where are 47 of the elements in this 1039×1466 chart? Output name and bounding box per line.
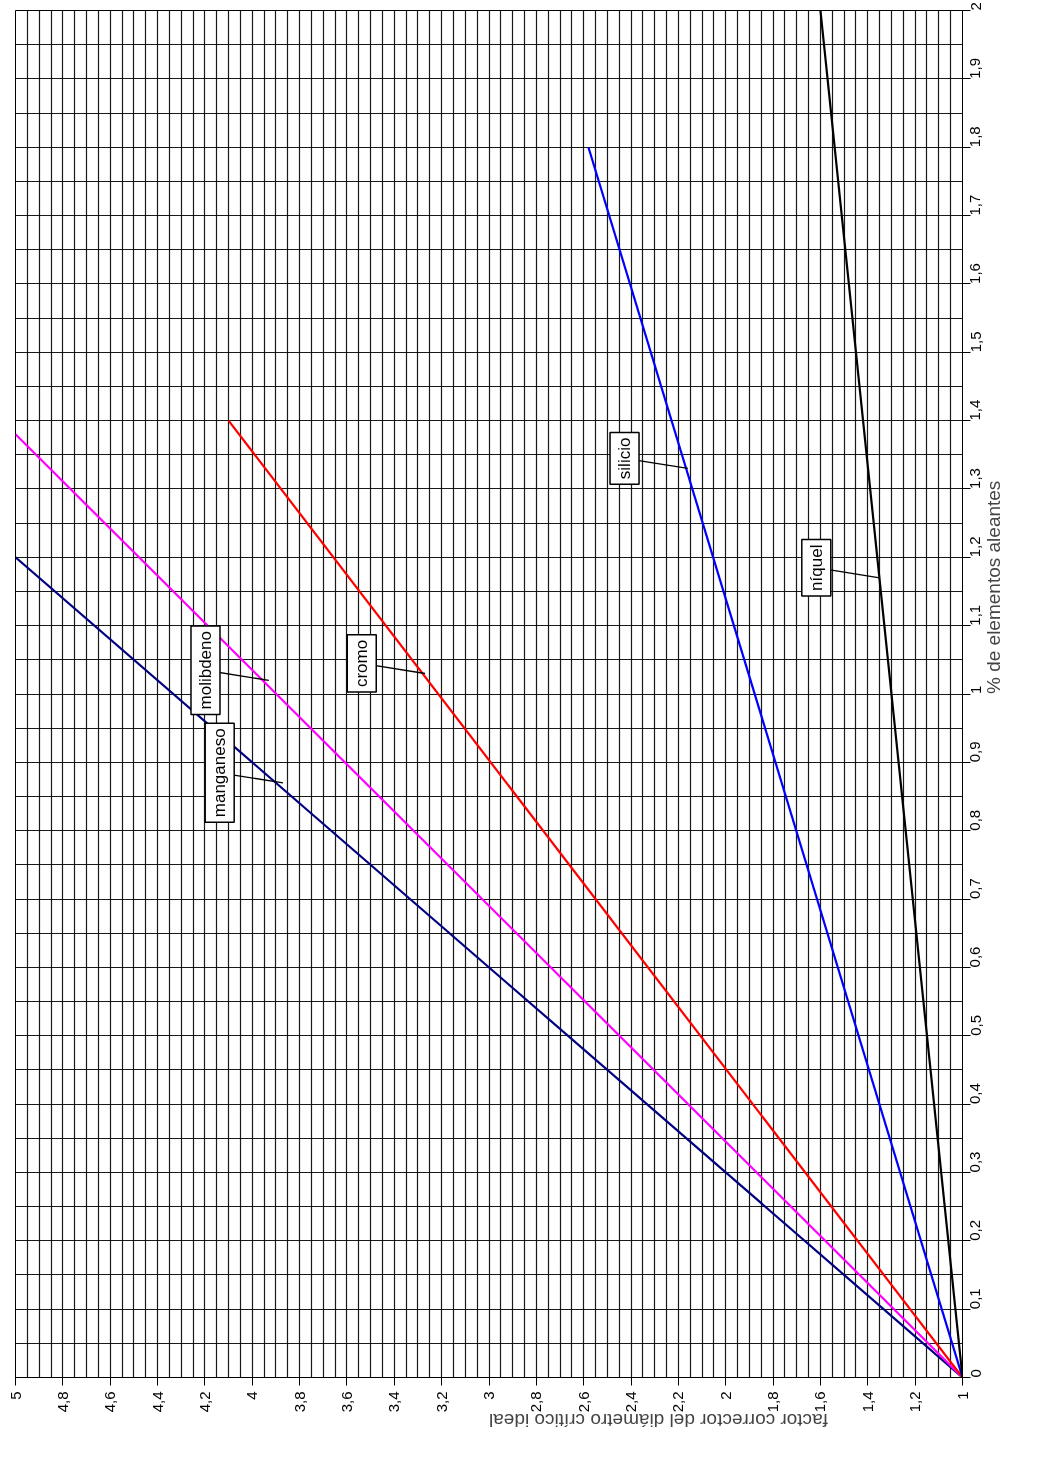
y-tick-label: 1,4: [966, 399, 984, 421]
y-tick-label: 1,2: [966, 536, 984, 558]
y-tick-label: 2: [966, 2, 984, 11]
y-tick-label: 1,8: [966, 126, 984, 148]
x-tick-label: 4,2: [195, 1391, 213, 1413]
y-tick-label: 0,3: [966, 1151, 984, 1173]
y-tick-label: 0,8: [966, 809, 984, 831]
y-tick-label: 0,2: [966, 1219, 984, 1241]
annotation: molibdeno: [195, 631, 215, 710]
x-tick-label: 4,4: [148, 1391, 166, 1413]
y-tick-label: 0,4: [966, 1083, 984, 1105]
x-tick-label: 5: [6, 1391, 24, 1400]
y-tick-label: 1,3: [966, 468, 984, 489]
x-tick-label: 3: [480, 1391, 497, 1400]
y-tick-label: 1,6: [966, 263, 984, 284]
y-tick-label: 1,7: [966, 194, 984, 216]
y-tick-label: 0,5: [966, 1014, 984, 1036]
x-tick-label: 2,6: [574, 1391, 592, 1413]
x-tick-label: 1: [953, 1391, 971, 1400]
x-tick-label: 3,8: [290, 1391, 308, 1413]
annotation: manganeso: [210, 728, 230, 818]
x-tick-label: 4,6: [101, 1391, 119, 1413]
y-tick-label: 1,1: [966, 604, 984, 626]
y-tick-label: 0,1: [966, 1288, 984, 1310]
y-tick-label: 1: [966, 685, 984, 694]
x-tick-label: 3,4: [385, 1391, 403, 1413]
y-tick-label: 1,5: [966, 331, 984, 353]
x-tick-label: 1,6: [811, 1391, 829, 1413]
y-tick-label: 0: [966, 1369, 984, 1378]
x-tick-label: 2,4: [622, 1391, 640, 1413]
x-tick-label: 3,2: [432, 1391, 450, 1413]
y-axis-title: % de elementos aleantes: [983, 480, 1004, 694]
y-tick-label: 0,6: [966, 946, 984, 968]
y-tick-label: 0,9: [966, 741, 984, 763]
annotation: cromo: [352, 639, 372, 688]
x-tick-label: 2: [716, 1391, 734, 1400]
y-tick-label: 1,9: [966, 57, 984, 79]
y-tick-label: 0,7: [966, 878, 984, 900]
x-tick-label: 3,6: [337, 1391, 355, 1413]
x-tick-label: 4,8: [53, 1391, 71, 1413]
x-tick-label: 2,8: [527, 1391, 545, 1413]
annotation: silicio: [615, 437, 635, 480]
annotation: níquel: [806, 544, 826, 591]
x-tick-label: 4: [243, 1391, 261, 1400]
x-tick-label: 1,8: [764, 1391, 782, 1413]
x-tick-label: 1,2: [906, 1391, 924, 1413]
x-tick-label: 1,4: [858, 1391, 876, 1413]
